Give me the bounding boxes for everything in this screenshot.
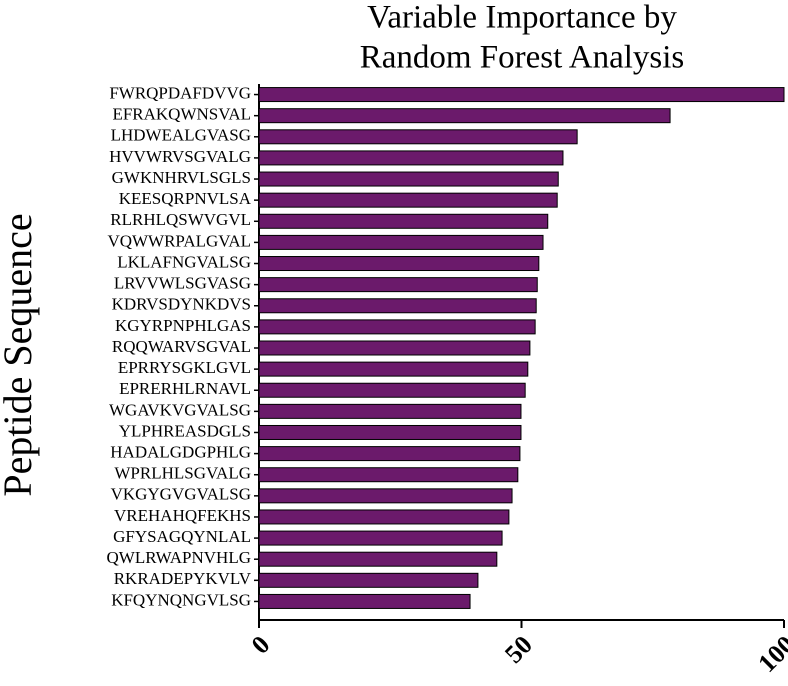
y-tick-label: YLPHREASDGLS xyxy=(119,421,251,440)
bar xyxy=(258,446,521,462)
y-tick-label: RLRHLQSWVGVL xyxy=(110,210,251,229)
bar xyxy=(258,467,519,483)
y-tick-label: EFRAKQWNSVAL xyxy=(112,105,251,124)
y-tick-label: KEESQRPNVLSA xyxy=(119,189,252,208)
bar xyxy=(258,403,522,419)
x-tick-label: 100 xyxy=(752,630,788,678)
bar xyxy=(258,488,513,504)
bar xyxy=(258,129,578,145)
y-tick-label: WGAVKVGVALSG xyxy=(109,400,251,419)
bar xyxy=(258,424,522,440)
y-tick-label: HADALGDGPHLG xyxy=(110,443,251,462)
y-axis-label: Peptide Sequence xyxy=(0,213,40,496)
bar xyxy=(258,192,558,208)
bar xyxy=(258,593,471,609)
y-tick-label: HVVWRVSGVALG xyxy=(109,147,251,166)
bar xyxy=(258,361,529,377)
bar xyxy=(258,298,537,314)
y-tick-label: WPRLHLSGVALG xyxy=(114,464,251,483)
y-tick-label: KFQYNQNGVLSG xyxy=(111,590,251,609)
chart-title: Variable Importance by xyxy=(367,0,677,36)
y-tick-label: GFYSAGQYNLAL xyxy=(113,527,251,546)
y-tick-label: LKLAFNGVALSG xyxy=(117,252,251,271)
y-tick-label: KGYRPNPHLGAS xyxy=(115,316,251,335)
y-tick-label: FWRQPDAFDVVG xyxy=(109,83,251,102)
y-tick-label: GWKNHRVLSGLS xyxy=(112,168,251,187)
y-tick-label: VQWWRPALGVAL xyxy=(107,231,251,250)
bar xyxy=(258,551,498,567)
bar xyxy=(258,319,536,335)
y-tick-label: RKRADEPYKVLV xyxy=(114,569,252,588)
y-tick-label: LRVVWLSGVASG xyxy=(114,274,251,293)
bar xyxy=(258,382,526,398)
y-tick-label: LHDWEALGVASG xyxy=(111,126,251,145)
bar xyxy=(258,277,538,293)
y-tick-label: KDRVSDYNKDVS xyxy=(112,295,251,314)
bar xyxy=(258,530,503,546)
y-tick-label: EPRRYSGKLGVL xyxy=(118,358,251,377)
y-tick-label: QWLRWAPNVHLG xyxy=(107,548,252,567)
bar xyxy=(258,87,785,103)
bar xyxy=(258,150,564,166)
x-tick-label: 0 xyxy=(246,630,276,660)
bar xyxy=(258,340,531,356)
bar xyxy=(258,256,540,272)
bar xyxy=(258,509,510,525)
y-tick-label: EPRERHLRNAVL xyxy=(119,379,251,398)
bar xyxy=(258,108,671,124)
bar xyxy=(258,234,544,250)
y-tick-label: VKGYGVGVALSG xyxy=(111,485,251,504)
bar xyxy=(258,572,479,588)
y-tick-label: RQQWARVSGVAL xyxy=(112,337,251,356)
x-tick-label: 50 xyxy=(499,630,538,669)
chart-title: Random Forest Analysis xyxy=(360,40,685,76)
y-tick-label: VREHAHQFEKHS xyxy=(114,506,251,525)
bar xyxy=(258,171,559,187)
bar xyxy=(258,213,549,229)
